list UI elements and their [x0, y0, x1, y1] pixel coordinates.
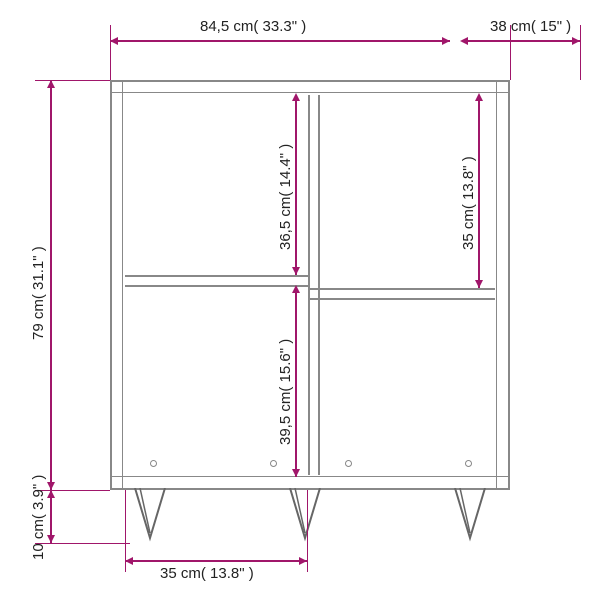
dim-line-width — [110, 40, 450, 42]
arrow-icon — [47, 80, 55, 88]
ext-line — [35, 543, 130, 544]
bottom-panel-inner — [110, 476, 510, 478]
right-shelf — [310, 288, 495, 290]
arrow-icon — [292, 93, 300, 101]
hole-icon — [345, 460, 352, 467]
dim-line-inner-lu — [295, 95, 297, 275]
top-panel-inner — [110, 92, 510, 94]
hole-icon — [270, 460, 277, 467]
diagram-container: 84,5 cm( 33.3" ) 38 cm( 15" ) 79 cm( 31.… — [0, 0, 600, 600]
ext-line — [110, 25, 111, 80]
arrow-icon — [475, 280, 483, 288]
leg-icon — [285, 488, 325, 543]
ext-line — [580, 25, 581, 80]
inner-right-upper-label: 35 cm( 13.8" ) — [460, 156, 477, 250]
left-shelf — [125, 275, 308, 277]
leg-height-label: 10 cm( 3.9" ) — [30, 475, 47, 560]
leg-icon — [130, 488, 170, 543]
inner-width-label: 35 cm( 13.8" ) — [160, 565, 254, 582]
vertical-divider-2 — [318, 95, 320, 475]
height-label: 79 cm( 31.1" ) — [30, 246, 47, 340]
arrow-icon — [292, 469, 300, 477]
arrow-icon — [47, 482, 55, 490]
hole-icon — [150, 460, 157, 467]
arrow-icon — [125, 557, 133, 565]
dim-line-inner-ll — [295, 287, 297, 477]
depth-label: 38 cm( 15" ) — [490, 18, 571, 35]
leg-icon — [450, 488, 490, 543]
left-panel-inner — [122, 80, 124, 490]
cabinet-drawing — [110, 80, 510, 490]
dim-line-height — [50, 80, 52, 490]
hole-icon — [465, 460, 472, 467]
arrow-icon — [47, 535, 55, 543]
dim-line-depth — [465, 40, 580, 42]
left-shelf-bottom — [125, 285, 308, 287]
width-label: 84,5 cm( 33.3" ) — [200, 18, 306, 35]
ext-line — [307, 490, 308, 572]
arrow-icon — [475, 93, 483, 101]
dim-line-inner-width — [125, 560, 307, 562]
right-panel-inner — [496, 80, 498, 490]
arrow-icon — [442, 37, 450, 45]
right-shelf-bottom — [310, 298, 495, 300]
arrow-icon — [292, 285, 300, 293]
arrow-icon — [460, 37, 468, 45]
arrow-icon — [110, 37, 118, 45]
arrow-icon — [47, 490, 55, 498]
arrow-icon — [292, 267, 300, 275]
dim-line-inner-ru — [478, 95, 480, 288]
arrow-icon — [299, 557, 307, 565]
vertical-divider — [308, 95, 310, 475]
inner-left-upper-label: 36,5 cm( 14.4" ) — [277, 144, 294, 250]
arrow-icon — [572, 37, 580, 45]
inner-left-lower-label: 39,5 cm( 15.6" ) — [277, 339, 294, 445]
